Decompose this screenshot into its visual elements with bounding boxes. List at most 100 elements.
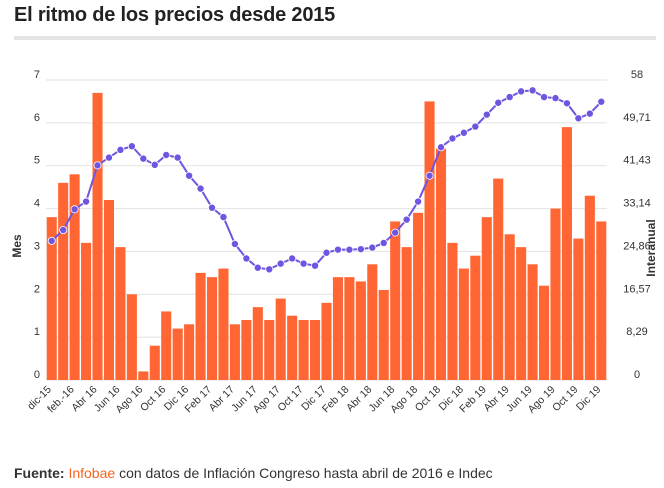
- source-note: Fuente: Infobae con datos de Inflación C…: [14, 465, 493, 481]
- bar: [561, 127, 572, 380]
- line-point: [597, 97, 606, 106]
- line-point: [116, 145, 125, 154]
- line-point: [379, 238, 388, 247]
- line-point: [551, 94, 560, 103]
- line-point: [333, 245, 342, 254]
- line-point: [162, 150, 171, 159]
- source-label: Fuente:: [14, 465, 65, 481]
- bar: [161, 311, 172, 380]
- line-point: [345, 245, 354, 254]
- y-axis-right: 0 8,29 16,57 24,86 33,14 41,43 49,71 58: [623, 69, 651, 381]
- bar: [538, 285, 550, 380]
- line-point: [505, 93, 514, 102]
- line-point: [494, 98, 503, 107]
- series-line: [51, 89, 603, 271]
- y-left-tick-label: 2: [34, 283, 40, 295]
- bar: [69, 174, 80, 380]
- x-tick-label: Oct 18: [413, 384, 443, 414]
- bar: [115, 247, 126, 380]
- line-point: [173, 153, 182, 162]
- line-point: [242, 254, 251, 263]
- line-point: [47, 236, 56, 245]
- bar: [172, 328, 183, 380]
- bar: [573, 238, 584, 380]
- bar: [527, 264, 538, 380]
- bar: [435, 148, 447, 380]
- bar-series-mes: [46, 92, 607, 381]
- line-point: [540, 93, 549, 102]
- line-point: [230, 239, 239, 248]
- line-point: [150, 160, 159, 169]
- bar: [390, 221, 401, 380]
- line-point: [322, 248, 331, 257]
- x-tick-label: Dic 19: [574, 384, 604, 414]
- y-right-tick-label: 33,14: [623, 198, 651, 210]
- line-point: [448, 134, 457, 143]
- bar: [378, 290, 389, 380]
- bar: [413, 212, 424, 380]
- bar: [58, 182, 69, 380]
- bar: [355, 281, 366, 380]
- x-tick-label: Oct 17: [275, 384, 305, 414]
- y-right-tick-label: 8,29: [626, 326, 647, 338]
- line-point: [471, 122, 480, 131]
- source-text: con datos de Inflación Congreso hasta ab…: [119, 465, 493, 481]
- x-tick-label: Oct 16: [138, 384, 168, 414]
- bar: [275, 298, 286, 380]
- bar: [298, 320, 309, 380]
- y-axis-left: 0 1 2 3 4 5 6 7: [34, 69, 40, 381]
- bar: [149, 345, 160, 380]
- bar: [46, 217, 57, 380]
- bar: [458, 268, 469, 380]
- y-axis-right-label: Interanual: [644, 219, 658, 276]
- bar: [252, 307, 263, 380]
- bar: [516, 247, 527, 380]
- bar: [241, 320, 252, 380]
- bar: [596, 221, 607, 380]
- line-point: [517, 87, 526, 96]
- line-series-interanual: [47, 86, 606, 274]
- line-point: [70, 205, 79, 214]
- source-name[interactable]: Infobae: [68, 465, 116, 481]
- bar: [264, 320, 275, 380]
- line-point: [391, 228, 400, 237]
- bar: [584, 195, 595, 380]
- line-point: [82, 197, 91, 206]
- bar: [367, 264, 378, 380]
- bar: [344, 277, 355, 380]
- bar: [195, 272, 206, 380]
- bar: [126, 294, 137, 380]
- bar: [206, 277, 218, 380]
- line-point: [459, 128, 468, 137]
- bar: [103, 200, 115, 380]
- bar: [332, 277, 343, 380]
- line-point: [276, 259, 285, 268]
- bar: [92, 92, 103, 381]
- line-point: [93, 161, 102, 170]
- bar: [184, 324, 195, 380]
- line-point: [425, 171, 434, 180]
- title-divider: [14, 36, 656, 40]
- line-point: [185, 171, 194, 180]
- line-point: [299, 259, 308, 268]
- line-point: [139, 154, 148, 163]
- y-right-tick-label: 24,86: [623, 240, 651, 252]
- y-left-tick-label: 1: [34, 326, 40, 338]
- y-right-tick-label: 41,43: [623, 155, 651, 167]
- y-left-tick-label: 4: [34, 198, 40, 210]
- bar: [287, 315, 298, 380]
- bar: [401, 247, 412, 380]
- bar: [470, 255, 481, 380]
- y-right-tick-label: 58: [631, 69, 643, 81]
- line-point: [368, 243, 377, 252]
- y-left-tick-label: 0: [34, 369, 40, 381]
- y-right-tick-label: 16,57: [623, 283, 651, 295]
- x-tick-label: Oct 19: [550, 384, 580, 414]
- bar: [447, 242, 458, 380]
- bar: [310, 320, 321, 380]
- y-left-tick-label: 3: [34, 240, 40, 252]
- line-point: [436, 143, 445, 152]
- bar: [138, 371, 149, 380]
